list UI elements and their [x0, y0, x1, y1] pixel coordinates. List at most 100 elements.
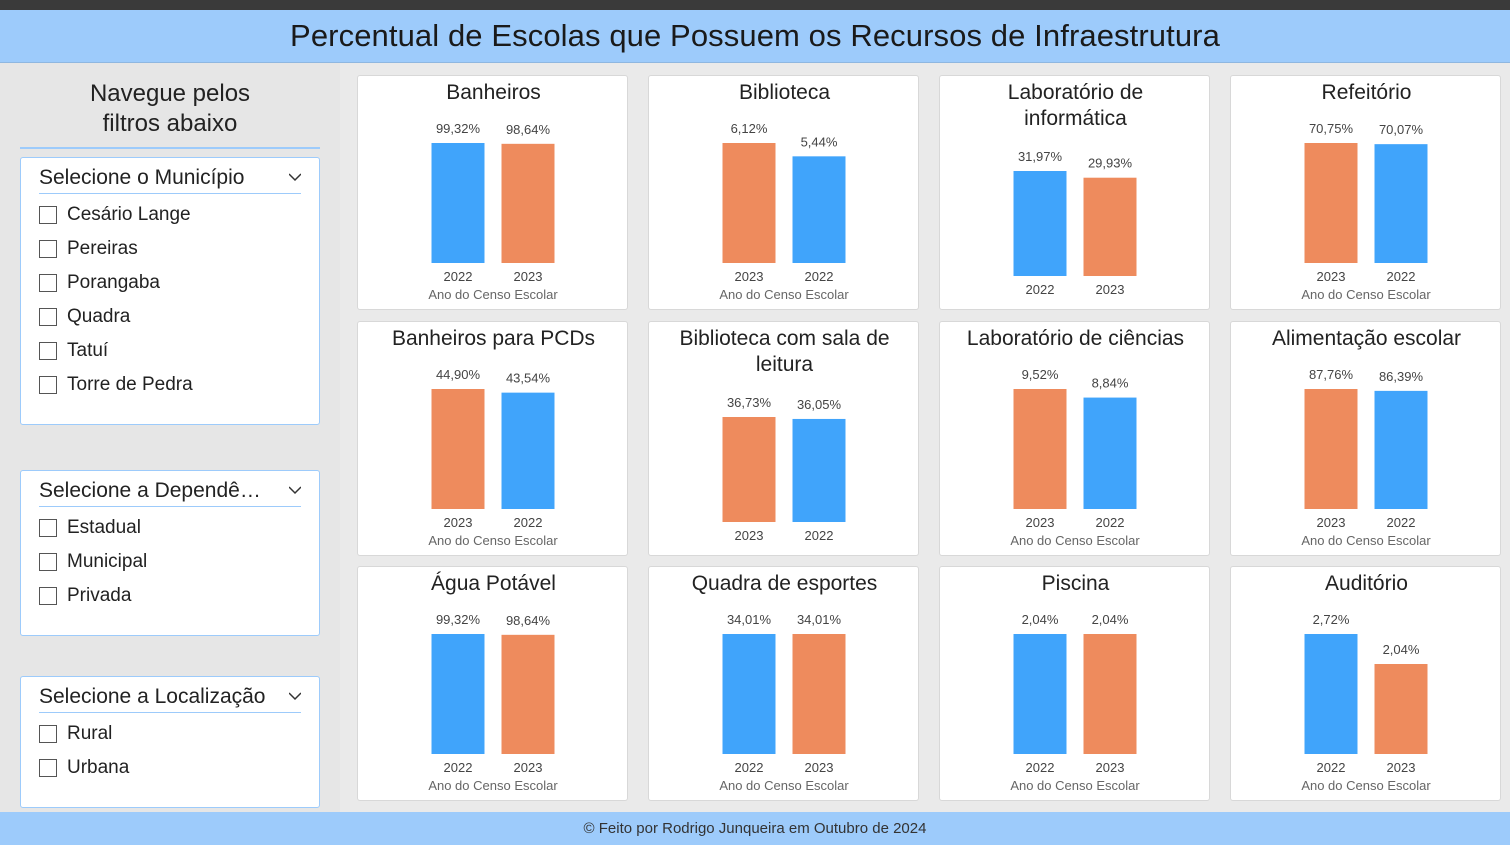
checkbox[interactable] [39, 240, 57, 258]
bar-2023[interactable] [722, 417, 776, 522]
bar-2022[interactable] [1374, 390, 1428, 509]
checkbox[interactable] [39, 725, 57, 743]
data-label: 5,44% [801, 134, 838, 149]
bar-2022[interactable] [1374, 144, 1428, 263]
x-tick-label: 2022 [1387, 269, 1416, 284]
bar-2022[interactable] [1013, 171, 1067, 276]
page-title: Percentual de Escolas que Possuem os Rec… [290, 18, 1220, 53]
slicer-option[interactable]: Privada [21, 579, 319, 613]
x-axis-label: Ano do Censo Escolar [719, 778, 849, 793]
slicer-municipio: Selecione o Município Cesário Lange Pereir… [20, 157, 320, 425]
slicer-header[interactable]: Selecione o Município [39, 158, 301, 194]
x-tick-label: 2022 [1387, 515, 1416, 530]
chart-card[interactable]: Laboratório de informática 31,97% 2022 29,93… [939, 75, 1210, 310]
checkbox[interactable] [39, 274, 57, 292]
chart-card[interactable]: Auditório 2,72% 2022 2,04% 2023 Ano do Censo … [1230, 566, 1501, 801]
x-tick-label: 2023 [735, 269, 764, 284]
data-label: 98,64% [506, 122, 551, 137]
x-axis-label: Ano do Censo Escolar [1010, 533, 1140, 548]
checkbox[interactable] [39, 308, 57, 326]
bar-2022[interactable] [722, 634, 776, 754]
chart-card[interactable]: Laboratório de ciências 9,52% 2023 8,84% 202… [939, 321, 1210, 556]
slicer-option-label: Rural [67, 723, 113, 744]
chart-card[interactable]: Banheiros 99,32% 2022 98,64% 2023 Ano do Cens… [357, 75, 628, 310]
bar-2023[interactable] [1013, 389, 1067, 509]
chart-card[interactable]: Piscina 2,04% 2022 2,04% 2023 Ano do Censo Es… [939, 566, 1210, 801]
slicer-localizacao: Selecione a Localização Rural Urbana [20, 676, 320, 808]
slicer-option-label: Municipal [67, 551, 148, 572]
slicer-options: Cesário Lange Pereiras Porangaba Quadra Tatu… [21, 194, 319, 402]
x-tick-label: 2023 [1096, 282, 1125, 297]
bar-2022[interactable] [792, 156, 846, 263]
x-tick-label: 2023 [735, 528, 764, 543]
bar-2023[interactable] [1083, 634, 1137, 754]
bar-2023[interactable] [501, 143, 555, 263]
slicer-option[interactable]: Pereiras [21, 232, 319, 266]
chevron-down-icon[interactable] [289, 484, 301, 496]
slicer-option[interactable]: Quadra [21, 300, 319, 334]
data-label: 87,76% [1309, 367, 1354, 382]
data-label: 2,04% [1092, 612, 1129, 627]
bar-2022[interactable] [431, 143, 485, 263]
slicer-option-label: Porangaba [67, 272, 160, 293]
x-tick-label: 2022 [444, 269, 473, 284]
chart-card[interactable]: Refeitório 70,75% 2023 70,07% 2022 Ano do Cen… [1230, 75, 1501, 310]
bar-2022[interactable] [431, 634, 485, 754]
bar-chart: Biblioteca com sala de leitura 36,73% 2023 3… [679, 327, 889, 543]
bar-2023[interactable] [1083, 177, 1137, 276]
bar-2023[interactable] [1374, 664, 1428, 754]
slicer-dependencia: Selecione a Dependência Estadual Municipal… [20, 470, 320, 636]
bar-2023[interactable] [722, 143, 776, 263]
chart-title: Biblioteca [739, 81, 830, 104]
bar-2022[interactable] [1013, 634, 1067, 754]
data-label: 86,39% [1379, 369, 1424, 384]
chart-title: Laboratório de ciências [967, 327, 1184, 350]
chevron-down-icon[interactable] [289, 690, 301, 702]
bar-2022[interactable] [1083, 397, 1137, 509]
slicer-option-label: Cesário Lange [67, 204, 191, 225]
footer-credit: © Feito por Rodrigo Junqueira em Outubro… [583, 820, 927, 837]
slicer-option[interactable]: Municipal [21, 545, 319, 579]
checkbox[interactable] [39, 553, 57, 571]
data-label: 34,01% [727, 612, 772, 627]
bar-2022[interactable] [1304, 634, 1358, 754]
data-label: 2,72% [1313, 612, 1350, 627]
checkbox[interactable] [39, 587, 57, 605]
data-label: 2,04% [1022, 612, 1059, 627]
bar-2023[interactable] [792, 634, 846, 754]
bar-2023[interactable] [431, 389, 485, 509]
checkbox[interactable] [39, 342, 57, 360]
chart-card[interactable]: Alimentação escolar 87,76% 2023 86,39% 2022 A… [1230, 321, 1501, 556]
chart-title-line: informática [1024, 107, 1127, 130]
page-header: Percentual de Escolas que Possuem os Rec… [0, 10, 1510, 63]
slicer-option[interactable]: Estadual [21, 511, 319, 545]
data-label: 70,07% [1379, 122, 1424, 137]
slicer-header[interactable]: Selecione a Localização [39, 677, 301, 713]
checkbox[interactable] [39, 519, 57, 537]
chart-card[interactable]: Biblioteca com sala de leitura 36,73% 2023 3… [648, 321, 919, 556]
checkbox[interactable] [39, 376, 57, 394]
chart-card[interactable]: Biblioteca 6,12% 2023 5,44% 2022 Ano do Censo… [648, 75, 919, 310]
checkbox[interactable] [39, 206, 57, 224]
slicer-option[interactable]: Rural [21, 717, 319, 751]
slicer-option[interactable]: Torre de Pedra [21, 368, 319, 402]
bar-2023[interactable] [1304, 389, 1358, 509]
bar-2022[interactable] [501, 392, 555, 509]
bar-2022[interactable] [792, 418, 846, 522]
chart-card[interactable]: Água Potável 99,32% 2022 98,64% 2023 Ano do C… [357, 566, 628, 801]
data-label: 99,32% [436, 121, 481, 136]
data-label: 70,75% [1309, 121, 1354, 136]
bar-2023[interactable] [501, 634, 555, 754]
slicer-option[interactable]: Tatuí [21, 334, 319, 368]
x-tick-label: 2023 [1317, 269, 1346, 284]
chevron-down-icon[interactable] [289, 171, 301, 183]
chart-card[interactable]: Banheiros para PCDs 44,90% 2023 43,54% 2022 A… [357, 321, 628, 556]
slicer-option[interactable]: Urbana [21, 751, 319, 785]
chart-card[interactable]: Quadra de esportes 34,01% 2022 34,01% 2023 An… [648, 566, 919, 801]
slicer-header[interactable]: Selecione a Dependência [39, 471, 301, 507]
slicer-option[interactable]: Cesário Lange [21, 198, 319, 232]
x-tick-label: 2023 [1096, 760, 1125, 775]
slicer-option[interactable]: Porangaba [21, 266, 319, 300]
bar-2023[interactable] [1304, 143, 1358, 263]
checkbox[interactable] [39, 759, 57, 777]
